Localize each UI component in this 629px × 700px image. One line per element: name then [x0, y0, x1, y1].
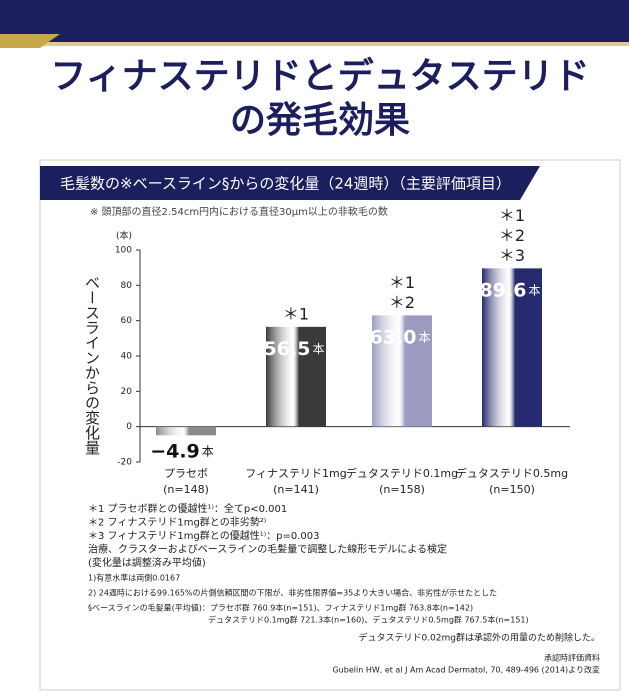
y-tick-label: 100: [115, 246, 132, 256]
bar: [156, 426, 216, 436]
bar: [372, 315, 432, 427]
footnote-small: 2) 24週時における99.165%の片側信頼区間の下限が、非劣性限界値=35よ…: [88, 588, 497, 598]
value-number: 56.5: [264, 337, 311, 359]
x-tick-label: プラセボ: [164, 467, 208, 480]
y-tick-label: -20: [117, 458, 132, 468]
sample-size: (n=150): [489, 483, 535, 496]
y-axis-label: ベースラインからの変化量: [83, 275, 101, 455]
header-stripe: [0, 42, 629, 46]
sample-size: (n=141): [273, 483, 319, 496]
significance-mark: ＊1: [283, 304, 309, 323]
value-label: 56.5 本: [264, 337, 325, 359]
chart-subtitle: ※ 頭頂部の直径2.54cm円内における直径30μm以上の非軟毛の数: [90, 205, 388, 218]
value-number: 63.0: [370, 326, 417, 348]
title-line1: フィナステリドとデュタステリド: [50, 55, 589, 97]
significance-mark: ＊1: [499, 206, 525, 225]
source: Gubelin HW, et al J Am Acad Dermatol, 70…: [332, 665, 600, 675]
footnote: ＊3 フィナステリド1mg群との優越性¹⁾：p=0.003: [88, 529, 320, 542]
chart-title: 毛髪数の※ベースライン§からの変化量（24週時）（主要評価項目）: [60, 175, 511, 193]
title-line2: の発毛効果: [230, 100, 410, 141]
value-label: 63.0 本: [370, 326, 431, 348]
footnote-small: §ベースラインの毛髪量(平均値)：プラセボ群 760.9本(n=151)、フィナ…: [88, 603, 473, 613]
footnote: 治療、クラスターおよびベースラインの毛髪量で調整した線形モデルによる検定: [88, 543, 447, 556]
header-band: [0, 0, 629, 42]
note: デュタステリド0.02mg群は承認外の用量のため削除した。: [358, 632, 600, 644]
sample-size: (n=148): [163, 483, 209, 496]
y-tick-label: 0: [126, 422, 132, 432]
y-unit: (本): [116, 230, 132, 242]
chart-title-bar: [40, 166, 540, 200]
sample-size: (n=158): [379, 483, 425, 496]
value-label: −4.9 本: [150, 440, 214, 462]
x-tick-label: デュタステリド0.5mg: [456, 466, 568, 480]
source: 承認時評価資料: [544, 653, 600, 663]
footnote: ＊1 プラセボ群との優越性¹⁾：全てp<0.001: [88, 502, 287, 515]
value-number: −4.9: [150, 440, 200, 462]
footnote: (変化量は調整済み平均値): [88, 556, 206, 569]
significance-mark: ＊2: [389, 293, 415, 312]
panel-border: [39, 159, 621, 691]
significance-mark: ＊2: [499, 226, 525, 245]
value-number: 89.6: [480, 279, 527, 301]
value-unit: 本: [202, 444, 214, 458]
footnote: ＊2 フィナステリド1mg群との非劣勢²⁾: [88, 516, 266, 529]
y-tick-label: 20: [121, 387, 133, 397]
value-unit: 本: [312, 341, 324, 355]
footnote-small: デュタステリド0.1mg群 721.3本(n=160)、デュタステリド0.5mg…: [208, 615, 529, 625]
bar: [482, 268, 542, 427]
y-tick-label: 80: [121, 281, 133, 291]
x-tick-label: デュタステリド0.1mg: [346, 466, 458, 480]
value-label: 89.6 本: [480, 279, 541, 301]
x-tick-label: フィナステリド1mg: [245, 467, 346, 480]
significance-mark: ＊3: [499, 246, 525, 265]
footnote-small: 1)有意水準は両側0.0167: [88, 573, 180, 583]
bar: [266, 326, 326, 427]
y-tick-label: 40: [121, 352, 133, 362]
y-tick-label: 60: [121, 316, 133, 326]
value-unit: 本: [528, 283, 540, 297]
value-unit: 本: [418, 330, 430, 344]
significance-mark: ＊1: [389, 273, 415, 292]
